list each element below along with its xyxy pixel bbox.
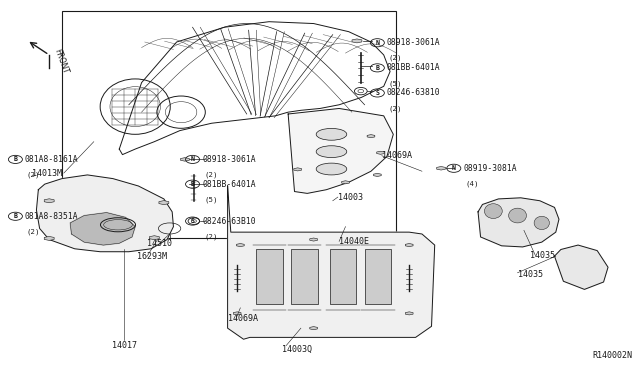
- Polygon shape: [310, 238, 317, 241]
- Text: 08919-3081A: 08919-3081A: [463, 164, 517, 173]
- Text: B: B: [13, 156, 17, 163]
- Text: (2): (2): [27, 171, 40, 178]
- Polygon shape: [44, 237, 54, 240]
- Text: (2): (2): [389, 55, 403, 61]
- Text: (2): (2): [204, 233, 218, 240]
- Ellipse shape: [316, 146, 347, 158]
- Bar: [62, 11, 396, 238]
- Polygon shape: [234, 312, 241, 315]
- Polygon shape: [180, 158, 189, 161]
- Text: S: S: [191, 218, 195, 224]
- Text: (2): (2): [204, 171, 218, 178]
- Bar: [330, 249, 356, 304]
- Bar: [365, 249, 392, 304]
- Text: 14035: 14035: [531, 251, 556, 260]
- Text: 08246-63810: 08246-63810: [387, 89, 440, 97]
- Text: 16293M: 16293M: [137, 252, 167, 262]
- Polygon shape: [70, 212, 135, 245]
- Polygon shape: [405, 312, 413, 315]
- Polygon shape: [377, 151, 385, 154]
- Text: 14013M: 14013M: [32, 169, 62, 177]
- Text: 14035: 14035: [518, 270, 543, 279]
- Text: (5): (5): [204, 196, 218, 203]
- Text: 14069A: 14069A: [382, 151, 412, 160]
- Text: 08918-3061A: 08918-3061A: [387, 38, 440, 47]
- Polygon shape: [228, 186, 435, 339]
- Polygon shape: [342, 181, 349, 184]
- Text: S: S: [375, 90, 380, 96]
- Ellipse shape: [484, 204, 502, 218]
- Text: 14017: 14017: [112, 341, 137, 350]
- Ellipse shape: [509, 208, 527, 223]
- Bar: [256, 249, 283, 304]
- Text: B: B: [375, 65, 380, 71]
- Text: 081A8-8161A: 081A8-8161A: [25, 155, 79, 164]
- Polygon shape: [36, 175, 173, 252]
- Text: 081BB-6401A: 081BB-6401A: [202, 180, 256, 189]
- Text: 14069A: 14069A: [228, 314, 258, 323]
- Text: R140002N: R140002N: [592, 350, 632, 360]
- Text: N: N: [375, 40, 380, 46]
- Text: B: B: [191, 181, 195, 187]
- Polygon shape: [149, 236, 159, 240]
- Polygon shape: [478, 198, 559, 247]
- Text: N: N: [191, 156, 195, 163]
- Bar: [291, 249, 318, 304]
- Text: 14003: 14003: [338, 193, 363, 202]
- Polygon shape: [367, 135, 375, 138]
- Text: 14003Q: 14003Q: [282, 345, 312, 354]
- Polygon shape: [436, 167, 445, 170]
- Ellipse shape: [316, 163, 347, 175]
- Polygon shape: [237, 244, 244, 247]
- Text: 081BB-6401A: 081BB-6401A: [387, 63, 440, 72]
- Polygon shape: [288, 109, 394, 193]
- Text: N: N: [452, 165, 456, 171]
- Polygon shape: [405, 244, 413, 247]
- Text: 08918-3061A: 08918-3061A: [202, 155, 256, 164]
- Polygon shape: [374, 173, 381, 176]
- Text: 14510: 14510: [147, 239, 172, 248]
- Text: (4): (4): [465, 180, 479, 187]
- Text: (2): (2): [27, 228, 40, 235]
- Polygon shape: [554, 245, 608, 289]
- Ellipse shape: [316, 128, 347, 140]
- Text: 08246-63B10: 08246-63B10: [202, 217, 256, 225]
- Text: (5): (5): [389, 80, 403, 87]
- Polygon shape: [310, 327, 317, 330]
- Polygon shape: [352, 39, 362, 43]
- Text: 081A8-8351A: 081A8-8351A: [25, 212, 79, 221]
- Polygon shape: [159, 201, 169, 205]
- Ellipse shape: [534, 216, 549, 230]
- Text: 14040E: 14040E: [339, 237, 369, 246]
- Text: FRONT: FRONT: [52, 48, 70, 75]
- Text: B: B: [13, 213, 17, 219]
- Text: (2): (2): [389, 105, 403, 112]
- Polygon shape: [294, 168, 301, 171]
- Polygon shape: [44, 199, 54, 203]
